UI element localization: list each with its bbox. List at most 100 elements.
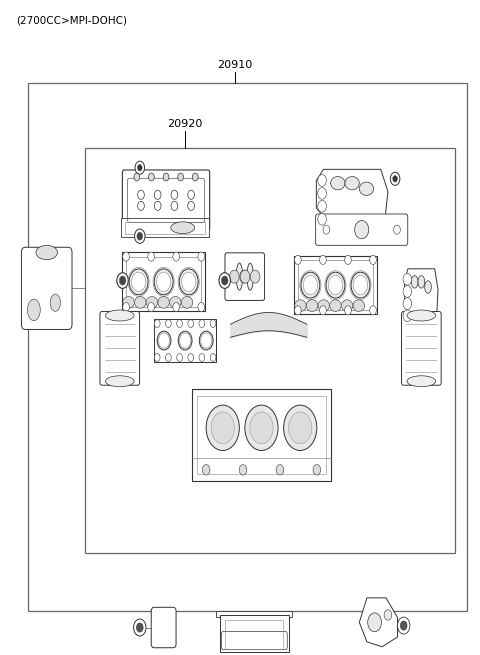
Circle shape — [198, 252, 204, 261]
Circle shape — [276, 464, 284, 475]
Circle shape — [199, 354, 205, 362]
Circle shape — [173, 252, 180, 261]
Circle shape — [288, 412, 312, 443]
Ellipse shape — [355, 221, 369, 239]
Circle shape — [117, 272, 128, 288]
Circle shape — [132, 272, 145, 291]
Circle shape — [394, 225, 400, 234]
Ellipse shape — [407, 376, 436, 386]
Bar — [192, 390, 331, 481]
Ellipse shape — [306, 300, 318, 312]
Circle shape — [370, 255, 376, 265]
Circle shape — [239, 464, 247, 475]
Ellipse shape — [411, 276, 418, 288]
Circle shape — [201, 333, 212, 348]
Ellipse shape — [295, 300, 306, 312]
Ellipse shape — [134, 297, 146, 309]
Circle shape — [211, 412, 234, 443]
Circle shape — [345, 255, 351, 265]
FancyBboxPatch shape — [225, 253, 264, 301]
Circle shape — [400, 621, 407, 630]
Circle shape — [138, 190, 144, 199]
FancyBboxPatch shape — [221, 631, 287, 650]
Circle shape — [328, 275, 343, 295]
Ellipse shape — [240, 270, 250, 283]
Circle shape — [135, 161, 144, 174]
FancyBboxPatch shape — [22, 248, 72, 329]
Bar — [85, 148, 455, 553]
Ellipse shape — [123, 297, 134, 309]
Polygon shape — [405, 269, 438, 321]
Circle shape — [206, 405, 240, 451]
Circle shape — [353, 275, 368, 295]
Ellipse shape — [181, 297, 193, 309]
Polygon shape — [316, 170, 388, 225]
Bar — [122, 252, 205, 311]
Circle shape — [138, 201, 144, 210]
Circle shape — [210, 320, 216, 328]
Circle shape — [245, 405, 278, 451]
Circle shape — [351, 272, 370, 298]
Circle shape — [403, 310, 412, 322]
Circle shape — [166, 320, 171, 328]
Ellipse shape — [158, 297, 169, 309]
Circle shape — [221, 276, 228, 285]
Ellipse shape — [229, 270, 239, 283]
FancyBboxPatch shape — [316, 214, 408, 246]
Circle shape — [384, 610, 392, 620]
Circle shape — [166, 354, 171, 362]
Text: 20910: 20910 — [217, 60, 253, 70]
Circle shape — [188, 201, 194, 210]
Circle shape — [199, 320, 205, 328]
Circle shape — [136, 623, 143, 632]
Circle shape — [129, 269, 148, 295]
Circle shape — [134, 173, 140, 181]
FancyBboxPatch shape — [402, 312, 441, 385]
Circle shape — [198, 303, 204, 312]
Circle shape — [148, 173, 154, 181]
Ellipse shape — [360, 182, 373, 195]
Bar — [298, 260, 373, 310]
Circle shape — [179, 269, 198, 295]
Circle shape — [133, 619, 146, 636]
Circle shape — [326, 272, 345, 298]
Circle shape — [163, 173, 169, 181]
Circle shape — [318, 200, 326, 212]
Ellipse shape — [169, 297, 181, 309]
Bar — [124, 223, 205, 234]
Circle shape — [177, 320, 182, 328]
Text: 20920: 20920 — [168, 119, 203, 128]
Circle shape — [250, 412, 273, 443]
Ellipse shape — [240, 270, 249, 283]
Circle shape — [192, 173, 198, 181]
Circle shape — [403, 298, 412, 309]
Circle shape — [155, 201, 161, 210]
Circle shape — [295, 306, 301, 315]
Circle shape — [403, 286, 412, 297]
Circle shape — [137, 233, 143, 240]
Ellipse shape — [418, 276, 425, 288]
Ellipse shape — [318, 300, 329, 312]
Ellipse shape — [345, 177, 360, 190]
Bar — [197, 396, 326, 474]
Ellipse shape — [251, 270, 260, 283]
Bar — [225, 620, 283, 649]
Ellipse shape — [146, 297, 157, 309]
Ellipse shape — [27, 299, 40, 321]
Circle shape — [157, 331, 171, 350]
Circle shape — [397, 617, 410, 634]
Circle shape — [202, 464, 210, 475]
Circle shape — [318, 214, 326, 225]
Circle shape — [181, 272, 196, 291]
Circle shape — [323, 225, 330, 234]
Circle shape — [148, 303, 155, 312]
Bar — [216, 610, 292, 618]
Ellipse shape — [247, 263, 253, 290]
Circle shape — [370, 306, 376, 315]
Circle shape — [345, 306, 351, 315]
Circle shape — [173, 303, 180, 312]
Circle shape — [148, 252, 155, 261]
Circle shape — [171, 201, 178, 210]
Circle shape — [393, 176, 397, 182]
Text: (2700CC>MPI-DOHC): (2700CC>MPI-DOHC) — [16, 16, 127, 26]
